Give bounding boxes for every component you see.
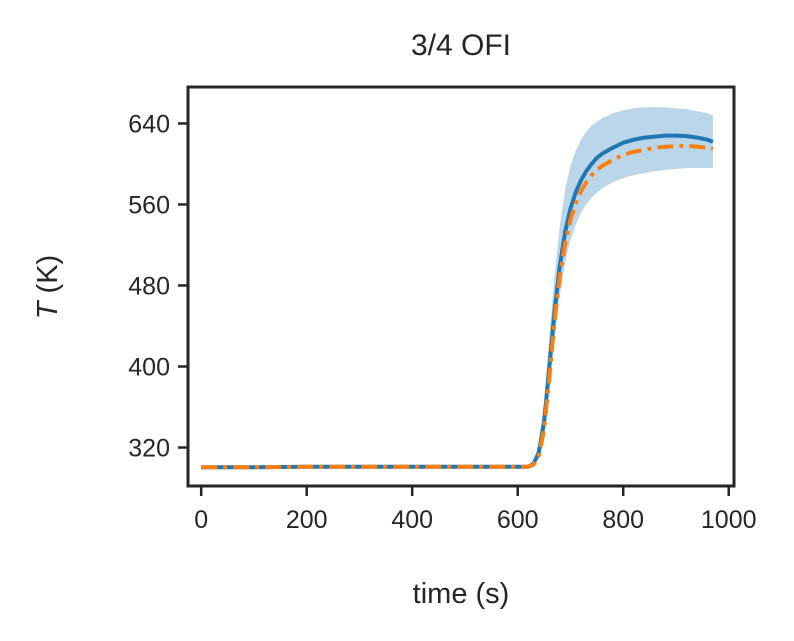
x-axis: 0 200 400 600 800 1000 — [194, 486, 757, 534]
series-line-orange — [201, 143, 714, 470]
y-axis-label-unit: (K) — [32, 255, 64, 302]
y-axis-label: T (K) — [32, 255, 64, 319]
y-tick-label: 640 — [128, 110, 170, 138]
y-tick-label: 400 — [128, 354, 170, 382]
series-line-blue — [201, 133, 714, 470]
x-tick-label: 0 — [194, 506, 208, 534]
y-axis: 320 400 480 560 640 — [128, 110, 188, 463]
y-axis-label-symbol: T — [32, 299, 64, 319]
x-tick-label: 200 — [286, 506, 328, 534]
y-tick-label: 320 — [128, 435, 170, 463]
y-tick-label: 480 — [128, 272, 170, 300]
x-tick-label: 1000 — [701, 506, 757, 534]
x-tick-label: 400 — [391, 506, 433, 534]
x-axis-label: time (s) — [413, 578, 510, 610]
uncertainty-band — [533, 107, 713, 466]
x-tick-label: 800 — [602, 506, 644, 534]
plot-area — [201, 107, 714, 470]
chart-title: 3/4 OFI — [411, 29, 511, 62]
x-tick-label: 600 — [497, 506, 539, 534]
y-tick-label: 560 — [128, 191, 170, 219]
